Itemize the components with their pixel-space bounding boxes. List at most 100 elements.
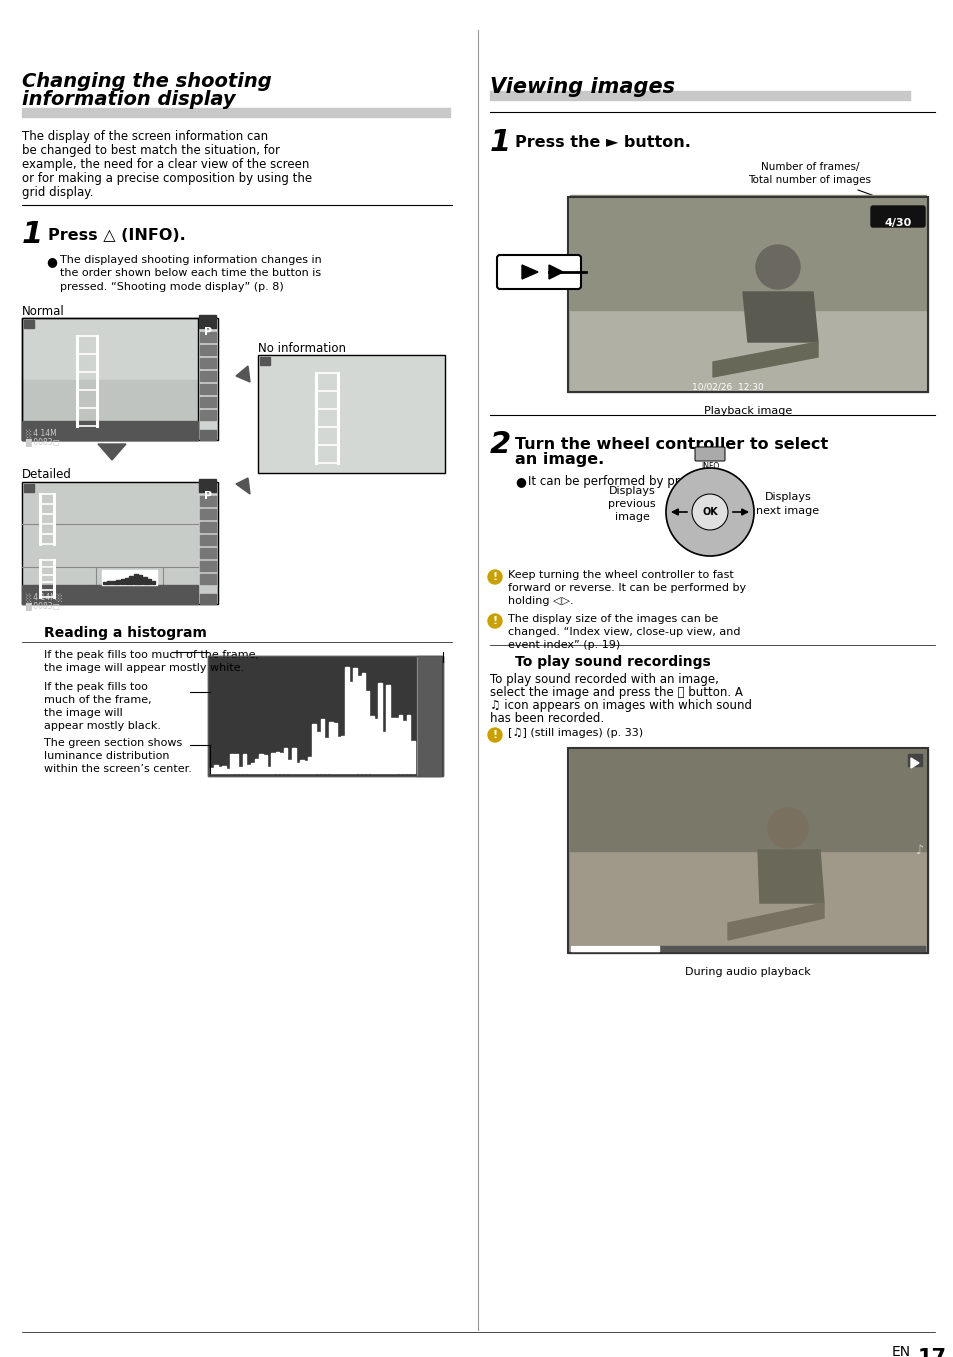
Text: P: P — [204, 491, 212, 501]
Text: changed. “Index view, close-up view, and: changed. “Index view, close-up view, and — [507, 627, 740, 636]
Polygon shape — [235, 366, 250, 383]
Text: much of the frame,: much of the frame, — [44, 695, 152, 706]
Bar — [105, 427, 119, 436]
Text: ░ 4 14M░: ░ 4 14M░ — [25, 593, 63, 603]
Text: 1: 1 — [22, 220, 43, 248]
Bar — [490, 91, 909, 100]
Polygon shape — [548, 265, 562, 280]
Bar — [569, 851, 925, 951]
Bar — [22, 318, 218, 440]
Text: has been recorded.: has been recorded. — [490, 712, 603, 725]
Bar — [336, 737, 340, 773]
Bar — [200, 548, 215, 558]
Bar — [208, 655, 442, 776]
Bar — [200, 358, 215, 368]
Circle shape — [488, 727, 501, 742]
Bar — [199, 479, 215, 493]
Bar — [386, 685, 390, 773]
Circle shape — [665, 468, 753, 556]
Text: !: ! — [492, 730, 497, 740]
Text: [♫] (still images) (p. 33): [♫] (still images) (p. 33) — [507, 727, 642, 738]
Bar — [304, 761, 308, 773]
Polygon shape — [910, 759, 918, 768]
Text: luminance distribution: luminance distribution — [44, 750, 170, 761]
Text: Turn the wheel controller to select: Turn the wheel controller to select — [515, 437, 827, 452]
Text: The display of the screen information can: The display of the screen information ca… — [22, 130, 268, 142]
Bar — [22, 482, 218, 604]
Text: event index” (p. 19): event index” (p. 19) — [507, 641, 619, 650]
Bar — [231, 754, 233, 773]
Bar — [120, 579, 124, 584]
Text: the order shown below each time the button is: the order shown below each time the butt… — [60, 269, 321, 278]
Text: within the screen’s center.: within the screen’s center. — [44, 764, 192, 773]
Bar — [300, 760, 304, 773]
Circle shape — [488, 570, 501, 584]
Bar — [411, 741, 415, 773]
Bar — [130, 575, 133, 584]
Bar — [398, 715, 402, 773]
Bar — [357, 676, 361, 773]
Bar — [222, 765, 226, 773]
Text: The displayed shooting information changes in: The displayed shooting information chang… — [60, 255, 321, 265]
Polygon shape — [727, 902, 823, 940]
Bar — [320, 719, 324, 773]
Text: ●: ● — [515, 475, 525, 489]
Polygon shape — [98, 444, 126, 460]
Text: 2: 2 — [490, 430, 511, 459]
Text: Reading a histogram: Reading a histogram — [44, 626, 207, 641]
Bar — [416, 655, 440, 776]
Text: be changed to best match the situation, for: be changed to best match the situation, … — [22, 144, 280, 157]
Bar — [213, 764, 217, 773]
Bar — [406, 715, 410, 773]
Bar — [377, 684, 381, 773]
Text: grid display.: grid display. — [22, 186, 93, 199]
Bar — [200, 345, 215, 356]
Text: information display: information display — [22, 90, 235, 109]
Bar — [907, 754, 921, 765]
Bar — [390, 718, 394, 773]
Bar — [333, 723, 336, 773]
Circle shape — [691, 494, 727, 531]
Bar — [200, 535, 215, 546]
Text: 4/30: 4/30 — [883, 218, 911, 228]
Text: !: ! — [492, 616, 497, 626]
Text: Viewing images: Viewing images — [490, 77, 675, 96]
Bar — [22, 482, 218, 604]
Text: Press the ► button.: Press the ► button. — [515, 134, 690, 151]
Polygon shape — [742, 292, 817, 342]
Text: an image.: an image. — [515, 452, 603, 467]
Bar — [152, 581, 155, 584]
Bar — [125, 578, 129, 584]
Bar — [308, 757, 312, 773]
Text: If the peak fills too: If the peak fills too — [44, 683, 148, 692]
Text: To play sound recorded with an image,: To play sound recorded with an image, — [490, 673, 719, 687]
Bar — [210, 768, 213, 773]
Text: The green section shows: The green section shows — [44, 738, 182, 748]
Bar — [341, 737, 345, 773]
Text: 10/02/26  12:30: 10/02/26 12:30 — [691, 383, 763, 391]
Bar — [382, 733, 385, 773]
Bar — [395, 718, 397, 773]
Bar — [569, 748, 925, 851]
Text: Normal: Normal — [22, 305, 65, 318]
Bar — [324, 738, 328, 773]
Text: the image will appear mostly white.: the image will appear mostly white. — [44, 664, 244, 673]
Text: INFO: INFO — [700, 461, 719, 471]
Bar — [133, 574, 137, 584]
Bar — [24, 320, 34, 328]
Bar — [200, 522, 215, 532]
Bar — [272, 753, 274, 773]
Bar — [567, 197, 927, 392]
Bar — [260, 357, 270, 365]
Circle shape — [767, 807, 807, 848]
Bar — [200, 560, 215, 571]
Bar — [218, 768, 222, 773]
Text: █ 0083□: █ 0083□ — [25, 603, 60, 611]
Text: The display size of the images can be: The display size of the images can be — [507, 613, 718, 624]
Text: select the image and press the Ⓞ button. A: select the image and press the Ⓞ button.… — [490, 687, 742, 699]
Text: 1: 1 — [490, 128, 511, 157]
Bar — [24, 484, 34, 493]
Text: It can be performed by pressing ◁▷.: It can be performed by pressing ◁▷. — [527, 475, 742, 489]
Text: P: P — [204, 327, 212, 337]
Bar — [569, 195, 925, 309]
